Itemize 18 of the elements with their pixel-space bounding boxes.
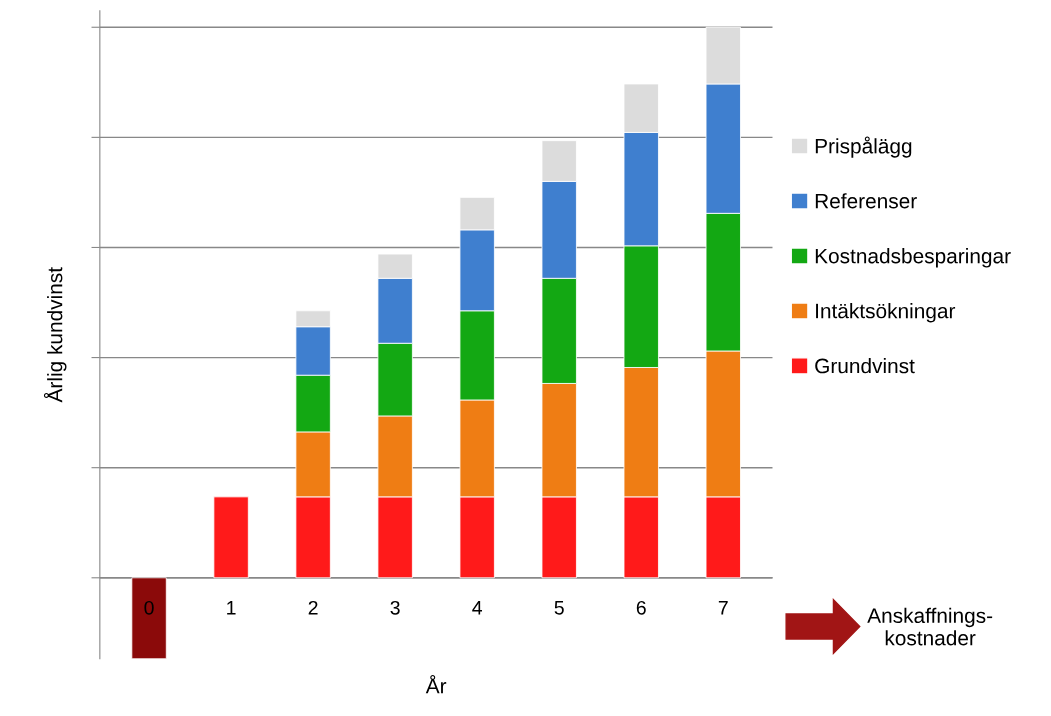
x-tick-label: 7 [718, 601, 728, 615]
bar [131, 577, 167, 659]
legend-label: Prispålägg [815, 136, 912, 158]
x-tick-label: 6 [636, 600, 646, 615]
x-axis-title: År [425, 675, 447, 694]
bar [213, 496, 249, 579]
legend-label: Intäktsökningar [816, 303, 956, 323]
x-tick-label: 2 [308, 600, 318, 615]
y-axis-title: Årlig kundvinst [43, 267, 67, 403]
legend-label: Grundvinst [815, 358, 915, 374]
legend-label: Referenser [815, 193, 917, 209]
x-tick-label: 1 [227, 601, 236, 615]
x-tick-label: 4 [472, 601, 483, 615]
text: Anskaffnings- kostnader [867, 607, 993, 646]
x-tick-label: 0 [144, 600, 154, 615]
x-tick-label: 3 [390, 600, 400, 615]
x-tick-label: 5 [554, 601, 564, 615]
legend-label: Kostnadsbesparingar [815, 248, 1011, 268]
